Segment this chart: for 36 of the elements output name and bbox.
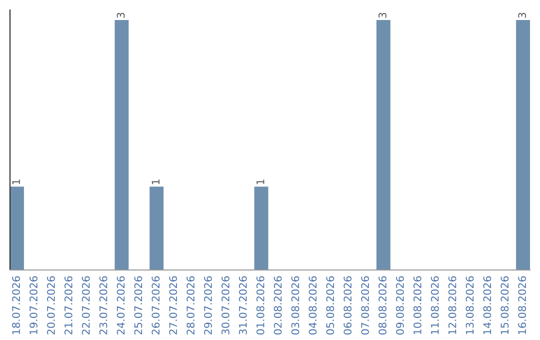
x-tick-label: 14.08.2026 <box>483 276 492 334</box>
x-tick-label: 20.07.2026 <box>47 276 55 334</box>
x-tick-label: 15.08.2026 <box>500 276 509 334</box>
data-label: 3 <box>518 12 526 18</box>
x-tick-label: 27.07.2026 <box>169 276 178 334</box>
x-tick-label: 26.07.2026 <box>152 276 160 334</box>
x-tick-label: 07.08.2026 <box>361 276 369 335</box>
x-tick-label: 03.08.2026 <box>291 276 300 335</box>
x-tick-label: 11.08.2026 <box>430 276 439 334</box>
x-tick-label: 23.07.2026 <box>99 276 108 334</box>
x-tick-label: 28.07.2026 <box>186 276 194 334</box>
x-tick-label: 29.07.2026 <box>204 276 212 334</box>
x-tick-label: 01.08.2026 <box>256 276 264 335</box>
x-tick-label: 08.08.2026 <box>378 276 386 335</box>
x-tick-label: 24.07.2026 <box>116 276 125 334</box>
x-tick-label: 18.07.2026 <box>12 276 20 334</box>
x-tick-label: 16.08.2026 <box>518 276 526 334</box>
x-tick-label: 25.07.2026 <box>134 276 142 334</box>
x-tick-label: 02.08.2026 <box>274 276 282 335</box>
x-tick-label: 10.08.2026 <box>413 276 422 334</box>
data-label: 1 <box>12 180 20 184</box>
x-tick-label: 05.08.2026 <box>326 276 334 335</box>
x-tick-label: 06.08.2026 <box>344 276 352 335</box>
data-label: 1 <box>152 180 160 184</box>
data-label: 1 <box>256 180 264 184</box>
x-tick-label: 04.08.2026 <box>308 276 317 335</box>
x-tick-label: 31.07.2026 <box>238 276 247 334</box>
x-tick-label: 13.08.2026 <box>466 276 474 334</box>
x-tick-label: 30.07.2026 <box>222 276 230 334</box>
x-tick-label: 21.07.2026 <box>64 276 72 334</box>
x-tick-label: 22.07.2026 <box>82 276 90 334</box>
x-tick-label: 19.07.2026 <box>30 276 38 334</box>
x-tick-label: 09.08.2026 <box>396 276 404 335</box>
data-label: 3 <box>116 12 125 18</box>
x-tick-label: 12.08.2026 <box>448 276 456 334</box>
data-label: 3 <box>378 12 386 18</box>
